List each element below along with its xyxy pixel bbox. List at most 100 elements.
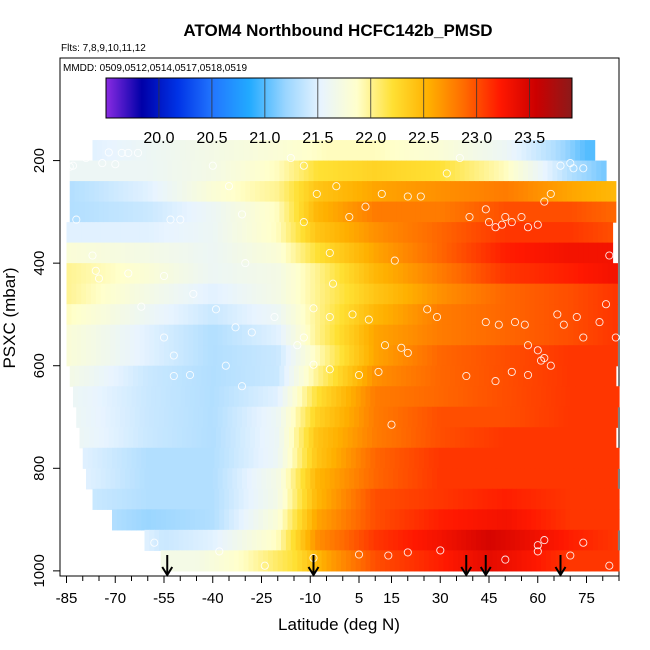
heatmap-cell [282,447,289,469]
heatmap-cell [212,242,219,264]
heatmap-cell [113,365,120,387]
heatmap-cell [209,140,215,162]
heatmap-cell [576,427,583,449]
heatmap-cell [490,529,497,551]
heatmap-cell [238,550,245,572]
heatmap-cell [495,304,501,326]
heatmap-cell [144,263,150,285]
heatmap-cell [100,263,107,285]
heatmap-cell [477,140,484,162]
heatmap-cell [349,468,355,490]
heatmap-cell [268,386,274,408]
heatmap-cell [95,406,102,428]
heatmap-cell [320,222,326,244]
heatmap-cell [294,201,300,223]
heatmap-cell [159,529,165,551]
heatmap-cell [149,283,155,305]
heatmap-cell [170,509,176,531]
heatmap-cell [71,263,77,285]
heatmap-cell [554,406,560,428]
heatmap-cell [103,427,110,449]
heatmap-cell [380,488,386,510]
heatmap-cell [318,365,324,387]
heatmap-cell [367,427,373,449]
heatmap-cell [324,406,331,428]
heatmap-cell [110,324,116,346]
heatmap-cell [607,468,614,490]
heatmap-cell [388,283,394,305]
heatmap-cell [298,201,305,223]
y-tick-label: 800 [31,456,48,481]
heatmap-cell [593,406,599,428]
heatmap-cell [523,181,529,203]
heatmap-cell [125,263,131,285]
heatmap-cell [94,201,100,223]
heatmap-cell [571,181,578,203]
heatmap-cell [295,406,302,428]
heatmap-cell [183,529,189,551]
heatmap-cell [256,529,263,551]
heatmap-cell [204,488,211,510]
heatmap-cell [251,529,258,551]
heatmap-cell [285,283,292,305]
heatmap-cell [144,468,150,490]
sample-point [465,212,474,222]
heatmap-cell [320,345,326,367]
heatmap-cell [212,304,219,326]
heatmap-cell [222,242,228,264]
heatmap-cell [245,181,251,203]
heatmap-cell [181,427,188,449]
heatmap-cell [404,140,410,162]
sample-point [523,223,533,232]
heatmap-cell [412,345,419,367]
heatmap-cell [427,324,433,346]
heatmap-cell [519,222,526,244]
heatmap-cell [256,283,263,305]
heatmap-cell [292,509,298,531]
heatmap-cell [116,386,123,408]
heatmap-cell [528,160,534,182]
heatmap-cell [506,386,513,408]
heatmap-cell [313,160,319,182]
heatmap-cell [211,201,217,223]
heatmap-cell [479,427,485,449]
heatmap-cell [440,181,446,203]
heatmap-cell [531,550,537,572]
profile-arrow [479,555,492,577]
heatmap-cell [401,427,407,449]
heatmap-cell [222,283,228,305]
heatmap-cell [454,201,461,223]
heatmap-cell [331,447,337,469]
heatmap-cell [359,283,365,305]
heatmap-cell [131,488,137,510]
heatmap-cell [110,406,116,428]
heatmap-cell [485,345,492,367]
heatmap-cell [398,529,404,551]
heatmap-cell [476,324,482,346]
heatmap-cell [489,365,495,387]
heatmap-cell [225,427,232,449]
heatmap-cell [90,222,97,244]
heatmap-cell [264,427,271,449]
heatmap-cell [224,550,230,572]
heatmap-cell [180,550,186,572]
heatmap-cell [334,406,341,428]
heatmap-cell [105,406,111,428]
heatmap-cell [274,181,280,203]
heatmap-cell [539,304,545,326]
heatmap-cell [550,488,557,510]
heatmap-cell [427,242,433,264]
heatmap-cell [424,488,430,510]
heatmap-cell [207,468,214,490]
heatmap-cell [154,242,160,264]
sample-point [566,551,575,560]
sample-point [68,161,78,170]
heatmap-cell [224,488,230,510]
sample-point [423,305,432,314]
heatmap-cell [188,263,194,285]
heatmap-cell [352,201,358,223]
heatmap-cell [591,160,597,182]
heatmap-cell [393,406,399,428]
heatmap-cell [329,263,336,285]
heatmap-cell [159,242,165,264]
